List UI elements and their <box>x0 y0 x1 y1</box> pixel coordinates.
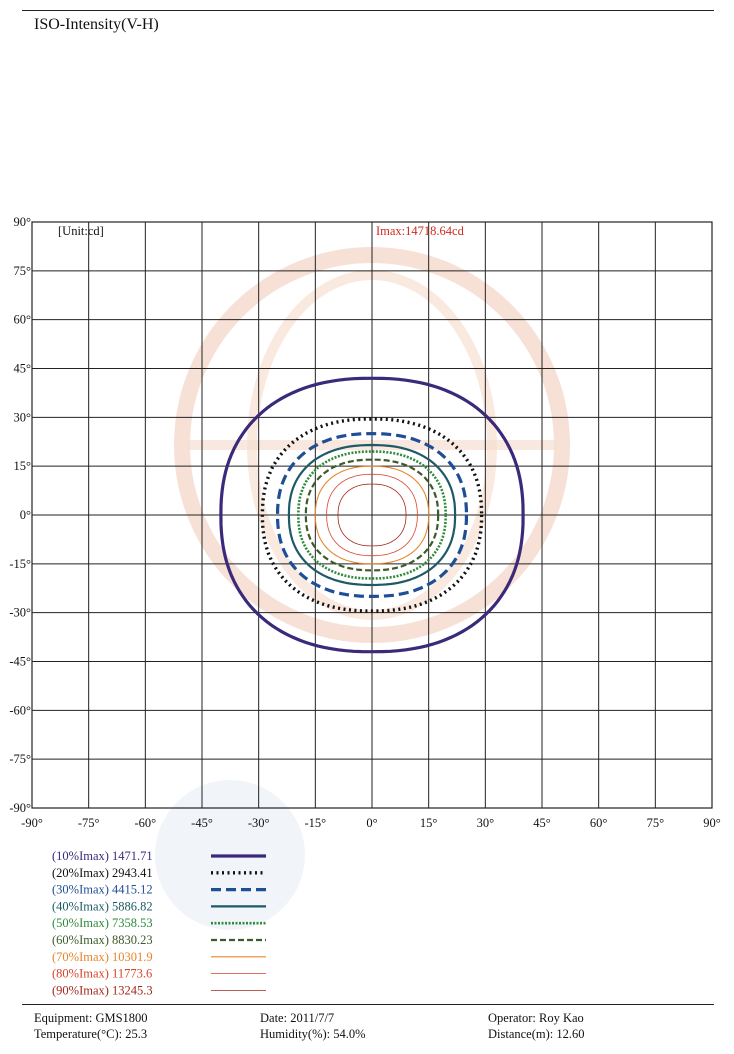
y-tick-label: 90° <box>14 215 32 229</box>
legend-label: (50%Imax) 7358.53 <box>52 916 153 930</box>
y-tick-label: 30° <box>14 410 32 424</box>
x-tick-label: 45° <box>533 816 551 830</box>
footer-rule <box>22 1004 714 1005</box>
footer-col-2: Date: 2011/7/7 Humidity(%): 54.0% <box>260 1010 366 1042</box>
y-tick-label: 75° <box>14 264 32 278</box>
y-tick-label: -45° <box>9 655 31 669</box>
y-tick-label: -30° <box>9 606 31 620</box>
unit-label: [Unit:cd] <box>58 224 104 238</box>
x-tick-label: -90° <box>21 816 43 830</box>
legend-label: (40%Imax) 5886.82 <box>52 899 153 913</box>
x-tick-label: 90° <box>703 816 721 830</box>
contour-series <box>219 376 525 654</box>
temperature-text: Temperature(°C): 25.3 <box>34 1027 148 1041</box>
x-tick-label: -60° <box>134 816 156 830</box>
x-tick-label: -75° <box>78 816 100 830</box>
legend-label: (60%Imax) 8830.23 <box>52 933 153 947</box>
chart-grid <box>31 221 713 809</box>
y-tick-label: 60° <box>14 313 32 327</box>
y-tick-label: 0° <box>20 508 31 522</box>
contour-line <box>326 473 418 557</box>
y-tick-label: -75° <box>9 752 31 766</box>
contour-line <box>296 450 448 580</box>
legend-label: (30%Imax) 4415.12 <box>52 883 153 897</box>
y-tick-label: -15° <box>9 557 31 571</box>
watermark-logo <box>155 247 570 930</box>
x-tick-label: 75° <box>647 816 665 830</box>
x-tick-label: -45° <box>191 816 213 830</box>
y-tick-label: -90° <box>9 801 31 815</box>
operator-text: Operator: Roy Kao <box>488 1011 584 1025</box>
plot-frame <box>31 221 713 809</box>
x-tick-labels: -90° -75° -60° -45° -30° -15° 0° 15° 30° 45° 60° 75… <box>21 816 721 830</box>
footer-col-1: Equipment: GMS1800 Temperature(°C): 25.3 <box>34 1010 148 1042</box>
contour-line <box>260 417 484 613</box>
contour-line <box>219 376 525 654</box>
legend-label: (10%Imax) 1471.71 <box>52 849 153 863</box>
y-tick-labels: 90° 75° 60° 45° 30° 15° 0° -15° -30° -45° -60° -75°… <box>9 215 31 815</box>
iso-intensity-chart: -90° -75° -60° -45° -30° -15° 0° 15° 30° 45° 60° 75… <box>9 215 721 997</box>
humidity-text: Humidity(%): 54.0% <box>260 1027 366 1041</box>
top-rule <box>22 10 714 11</box>
y-tick-label: 45° <box>14 362 32 376</box>
imax-label: Imax:14718.64cd <box>376 224 465 238</box>
legend-label: (80%Imax) 11773.6 <box>52 967 152 981</box>
distance-text: Distance(m): 12.60 <box>488 1027 585 1041</box>
x-tick-label: -15° <box>304 816 326 830</box>
x-tick-label: 0° <box>366 816 377 830</box>
footer-col-3: Operator: Roy Kao Distance(m): 12.60 <box>488 1010 585 1042</box>
contour-line <box>287 443 457 587</box>
legend: (10%Imax) 1471.71 (20%Imax) 2943.41 (30%Im… <box>52 849 266 997</box>
y-tick-label: 15° <box>14 459 32 473</box>
x-tick-label: 15° <box>420 816 438 830</box>
legend-label: (70%Imax) 10301.9 <box>52 950 153 964</box>
date-text: Date: 2011/7/7 <box>260 1011 335 1025</box>
x-tick-label: -30° <box>248 816 270 830</box>
equipment-text: Equipment: GMS1800 <box>34 1011 148 1025</box>
y-tick-label: -60° <box>9 703 31 717</box>
contour-line <box>337 483 407 547</box>
legend-label: (20%Imax) 2943.41 <box>52 866 153 880</box>
x-tick-label: 60° <box>590 816 608 830</box>
contour-line <box>314 465 430 565</box>
page-title: ISO-Intensity(V-H) <box>34 16 159 33</box>
legend-label: (90%Imax) 13245.3 <box>52 983 153 997</box>
x-tick-label: 30° <box>477 816 495 830</box>
